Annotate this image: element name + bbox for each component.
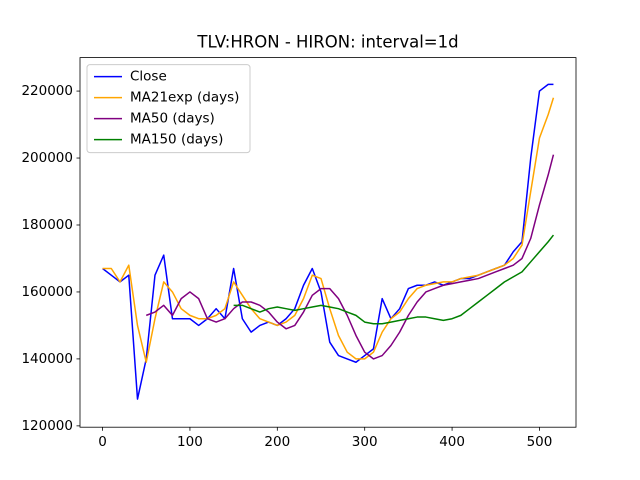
series-line — [233, 234, 555, 325]
x-tick-label: 200 — [264, 434, 290, 450]
x-tick-label: 400 — [439, 434, 465, 450]
y-tick-label: 180000 — [21, 217, 73, 233]
legend-label: MA150 (days) — [130, 132, 223, 148]
chart-title: TLV:HRON - HIRON: interval=1d — [196, 33, 458, 52]
x-tick-label: 500 — [527, 434, 553, 450]
legend-label: MA50 (days) — [130, 111, 215, 127]
y-tick-label: 160000 — [21, 284, 73, 300]
series-line — [145, 154, 555, 360]
x-tick-label: 300 — [352, 434, 378, 450]
y-tick-label: 200000 — [21, 150, 73, 166]
y-tick-label: 120000 — [21, 418, 73, 434]
legend-label: MA21exp (days) — [130, 90, 239, 106]
plot-frame — [79, 57, 577, 428]
y-tick-label: 140000 — [21, 351, 73, 367]
y-tick-label: 220000 — [21, 83, 73, 99]
legend-box — [86, 64, 251, 154]
x-tick-label: 100 — [177, 434, 203, 450]
x-tick-label: 0 — [98, 434, 107, 450]
legend-label: Close — [130, 69, 167, 85]
